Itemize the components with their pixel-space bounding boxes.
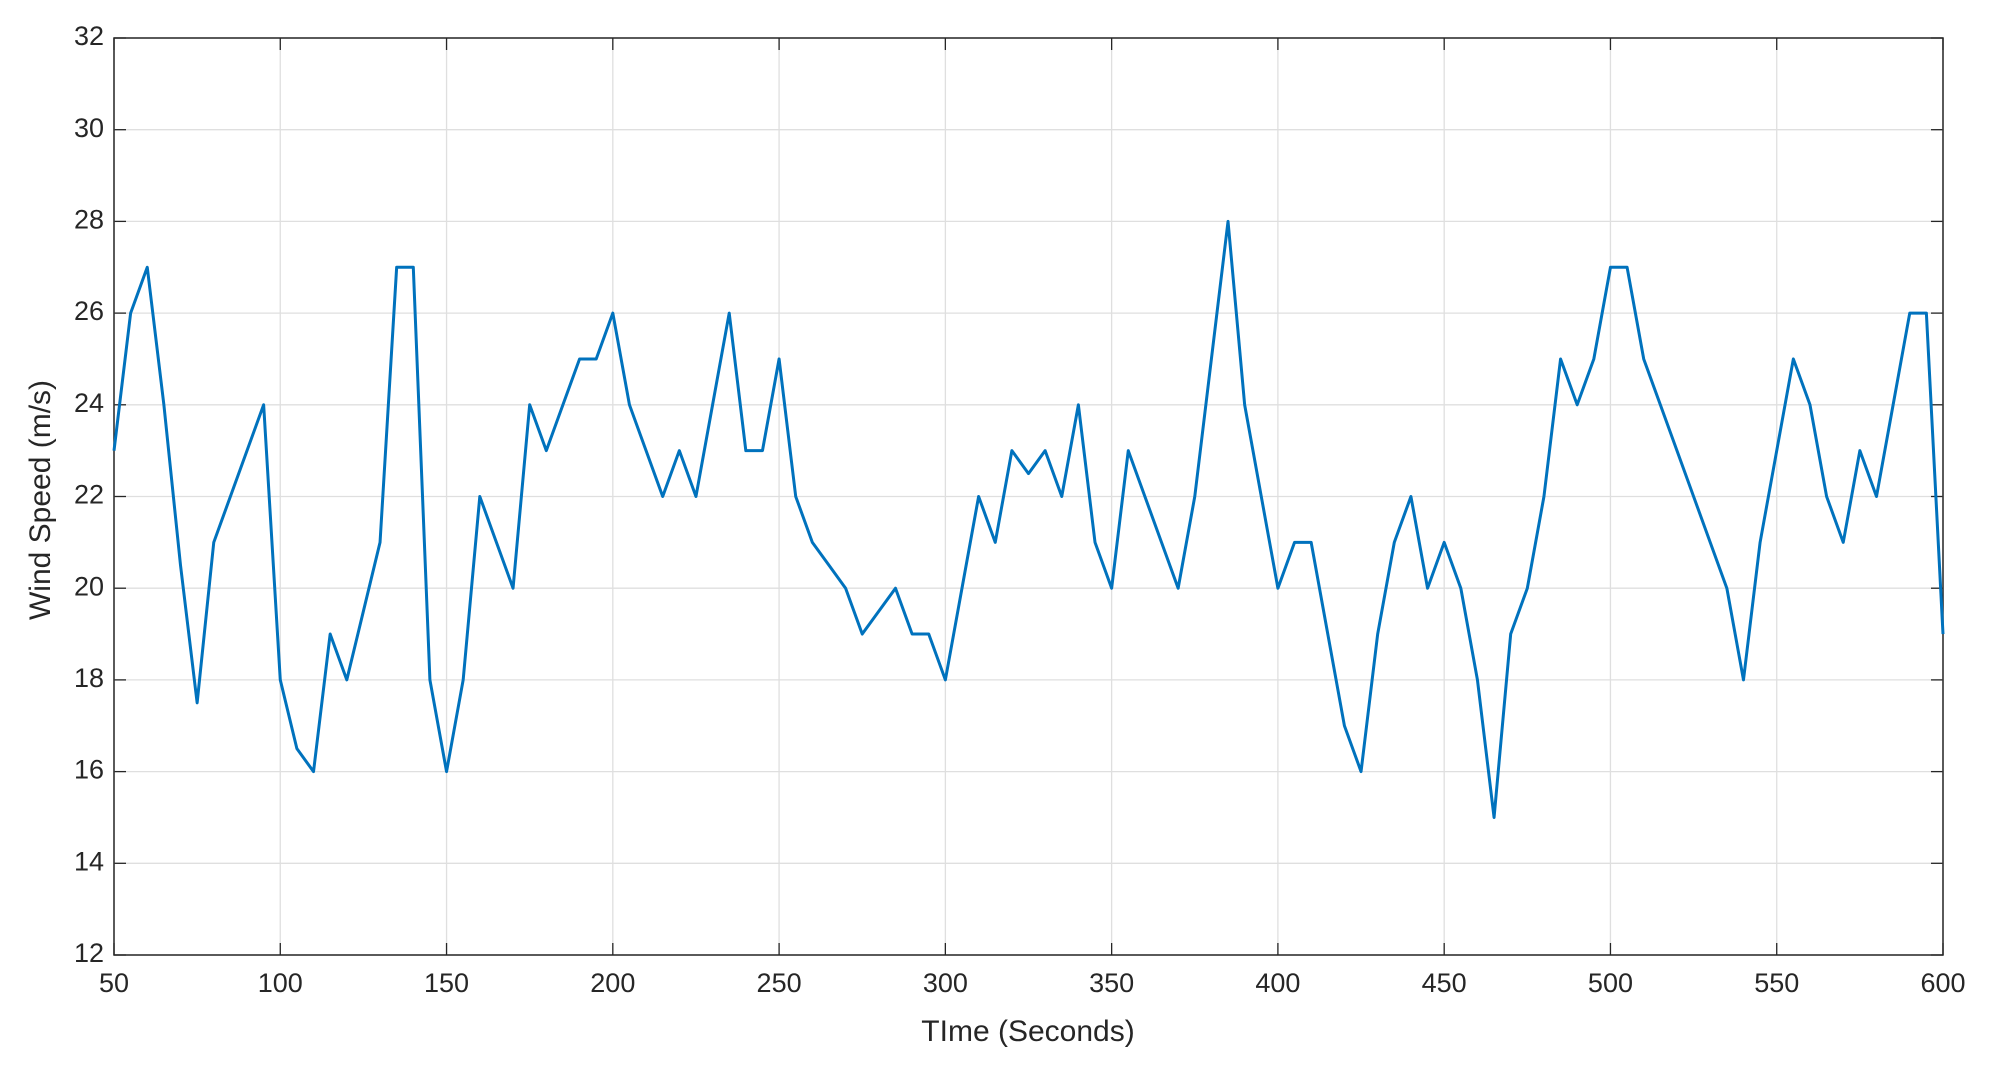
y-tick-label: 16 xyxy=(74,755,104,785)
x-axis-label: TIme (Seconds) xyxy=(921,1015,1134,1048)
y-tick-label: 32 xyxy=(74,21,104,51)
y-tick-label: 26 xyxy=(74,296,104,326)
x-tick-label: 150 xyxy=(424,968,469,998)
y-axis-label: Wind Speed (m/s) xyxy=(24,380,57,620)
y-tick-label: 30 xyxy=(74,113,104,143)
y-tick-label: 22 xyxy=(74,480,104,510)
y-tick-label: 28 xyxy=(74,205,104,235)
y-tick-label: 18 xyxy=(74,663,104,693)
x-tick-label: 550 xyxy=(1754,968,1799,998)
x-tick-label: 200 xyxy=(590,968,635,998)
y-tick-label: 14 xyxy=(74,846,104,876)
x-tick-label: 50 xyxy=(99,968,129,998)
x-tick-label: 350 xyxy=(1089,968,1134,998)
x-tick-label: 250 xyxy=(757,968,802,998)
x-tick-label: 600 xyxy=(1920,968,1965,998)
x-tick-label: 500 xyxy=(1588,968,1633,998)
x-tick-label: 300 xyxy=(923,968,968,998)
y-tick-label: 12 xyxy=(74,938,104,968)
plot-frame xyxy=(113,37,1944,956)
y-tick-label: 24 xyxy=(74,388,104,418)
y-tick-label: 20 xyxy=(74,571,104,601)
x-tick-label: 450 xyxy=(1422,968,1467,998)
x-tick-label: 100 xyxy=(258,968,303,998)
data-line xyxy=(112,219,1945,819)
x-tick-label: 400 xyxy=(1255,968,1300,998)
